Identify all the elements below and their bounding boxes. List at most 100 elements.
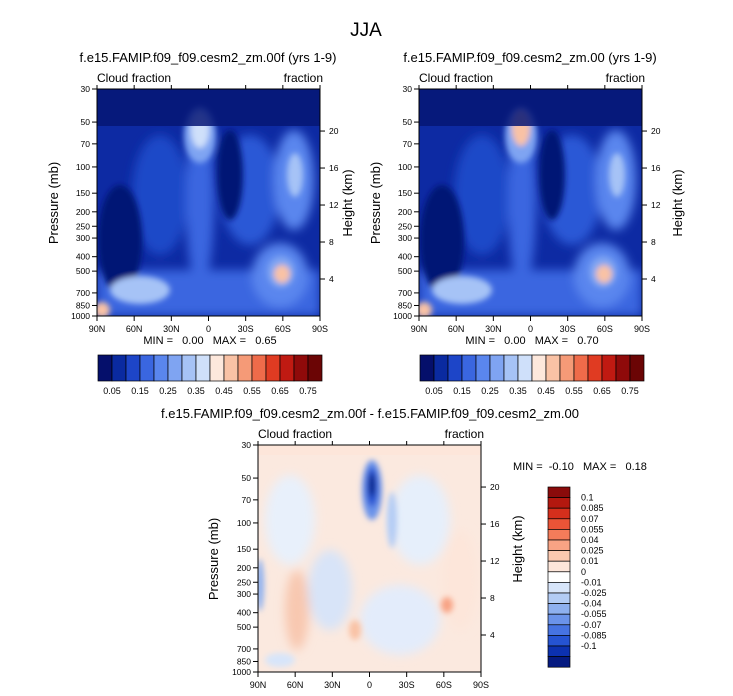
panel-c-ytick-label: 1000 bbox=[232, 667, 251, 677]
panel-a-ytick-right-label: 20 bbox=[329, 126, 339, 136]
panel-c-colorbar-label: 0.055 bbox=[581, 524, 604, 534]
panel-c-ytick-label: 50 bbox=[242, 473, 252, 483]
panel-c-colorbar-swatch bbox=[547, 645, 571, 657]
panel-a-ytick-right-label: 4 bbox=[329, 274, 334, 284]
panel-a-xtick-label: 90N bbox=[89, 324, 106, 334]
panel-a-stats: MIN = 0.00 MAX = 0.65 bbox=[143, 335, 276, 347]
panel-b-colorbar-swatch bbox=[629, 354, 645, 382]
panel-b-ytick-label: 100 bbox=[398, 162, 412, 172]
panel-c-xtick-label: 90S bbox=[473, 680, 489, 690]
panel-a-colorbar-label: 0.35 bbox=[187, 386, 205, 396]
panel-b-ytick-label: 700 bbox=[398, 288, 412, 298]
panel-a-colorbar-swatch bbox=[181, 354, 197, 382]
panel-b-xtick-label: 60S bbox=[597, 324, 613, 334]
panel-b-ytick-label: 250 bbox=[398, 221, 412, 231]
panel-a-colorbar-swatch bbox=[97, 354, 113, 382]
panel-a-ytick-label: 50 bbox=[81, 117, 91, 127]
panel-b-ytick-label: 150 bbox=[398, 188, 412, 198]
panel-b-colorbar-swatch bbox=[419, 354, 435, 382]
panel-a-colorbar-swatch bbox=[293, 354, 309, 382]
panel-c-ytick-label: 70 bbox=[242, 495, 252, 505]
panel-a-colorbar-label: 0.45 bbox=[215, 386, 233, 396]
panel-a-colorbar-swatch bbox=[251, 354, 267, 382]
panel-b-colorbar-swatch bbox=[559, 354, 575, 382]
panel-c-colorbar-swatch bbox=[547, 656, 571, 668]
panel-c-colorbar-label: 0 bbox=[581, 567, 586, 577]
panel-a-colorbar-swatch bbox=[111, 354, 127, 382]
panel-a-ytick-right-label: 12 bbox=[329, 200, 339, 210]
panel-b-colorbar-swatch bbox=[573, 354, 589, 382]
panel-b-ytick-label: 70 bbox=[403, 139, 413, 149]
panel-b-xtick-label: 90N bbox=[411, 324, 428, 334]
panel-a-ytick-label: 100 bbox=[76, 162, 90, 172]
panel-a-xtick-label: 30N bbox=[163, 324, 180, 334]
panel-a-colorbar-label: 0.75 bbox=[299, 386, 317, 396]
panel-a-left-label: Cloud fraction bbox=[97, 71, 171, 85]
panel-a-ytick-label: 850 bbox=[76, 300, 90, 310]
panel-c-colorbar-swatch bbox=[547, 582, 571, 594]
panel-b-colorbar-label: 0.75 bbox=[621, 386, 639, 396]
panel-c-colorbar-swatch bbox=[547, 560, 571, 573]
panel-b-left-label: Cloud fraction bbox=[419, 71, 493, 85]
panel-c-colorbar-label: -0.055 bbox=[581, 609, 607, 619]
panel-a-colorbar-swatch bbox=[153, 354, 169, 382]
panel-b-colorbar-swatch bbox=[475, 354, 491, 382]
panel-a-ytick-label: 250 bbox=[76, 221, 90, 231]
panel-a-title: f.e15.FAMIP.f09_f09.cesm2_zm.00f (yrs 1-… bbox=[80, 50, 337, 65]
panel-b-colorbar-label: 0.55 bbox=[565, 386, 583, 396]
panel-b-title: f.e15.FAMIP.f09_f09.cesm2_zm.00 (yrs 1-9… bbox=[403, 50, 656, 65]
panel-c-ytick-label: 200 bbox=[237, 563, 251, 573]
panel-c-colorbar-swatch bbox=[547, 613, 571, 626]
panel-c-ytick-label: 400 bbox=[237, 608, 251, 618]
panel-a-xtick-label: 90S bbox=[312, 324, 328, 334]
panel-a-xtick-label: 30S bbox=[238, 324, 254, 334]
panel-c-ytick-label: 100 bbox=[237, 518, 251, 528]
panel-c-colorbar-label: 0.1 bbox=[581, 493, 594, 503]
panel-c-colorbar-swatch bbox=[547, 550, 571, 562]
panel-a-xtick-label: 60S bbox=[275, 324, 291, 334]
panel-c-ytick-label: 150 bbox=[237, 544, 251, 554]
panel-a-xtick-label: 60N bbox=[126, 324, 143, 334]
panel-c-ytick-right-label: 20 bbox=[490, 482, 500, 492]
panel-c-colorbar-swatch bbox=[547, 497, 571, 509]
panel-c-ytick-right-label: 8 bbox=[490, 593, 495, 603]
figure-title: JJA bbox=[350, 20, 382, 41]
panel-b-colorbar-swatch bbox=[587, 354, 603, 382]
panel-a-ylabel: Pressure (mb) bbox=[46, 162, 61, 244]
panel-c-ylabel: Pressure (mb) bbox=[206, 518, 221, 600]
panel-c-stats: MIN = -0.10 MAX = 0.18 bbox=[513, 461, 647, 473]
panel-c-colorbar-label: 0.085 bbox=[581, 503, 604, 513]
panel-b-colorbar-swatch bbox=[517, 354, 533, 382]
panel-a-colorbar-label: 0.25 bbox=[159, 386, 177, 396]
panel-b-ytick-right-label: 20 bbox=[651, 126, 661, 136]
panel-c-left-label: Cloud fraction bbox=[258, 427, 332, 441]
panel-b-ylabel-right: Height (km) bbox=[670, 169, 685, 236]
panel-c-axes: 90N 60N 30N 0 30S 60S 90S100085070050040030025… bbox=[232, 440, 500, 690]
panel-c-colorbar-label: -0.07 bbox=[581, 620, 602, 630]
panel-a-ytick-right-label: 16 bbox=[329, 163, 339, 173]
panel-c: f.e15.FAMIP.f09_f09.cesm2_zm.00f - f.e15… bbox=[161, 406, 647, 690]
panel-c-ytick-label: 500 bbox=[237, 622, 251, 632]
panel-c-colorbar-swatch bbox=[547, 624, 571, 636]
panel-a-ytick-label: 300 bbox=[76, 233, 90, 243]
panel-c-xtick-label: 30S bbox=[399, 680, 415, 690]
panel-a-colorbar-swatch bbox=[139, 354, 155, 382]
panel-c-ylabel-right: Height (km) bbox=[510, 515, 525, 582]
panel-c-title: f.e15.FAMIP.f09_f09.cesm2_zm.00f - f.e15… bbox=[161, 406, 579, 421]
panel-b-colorbar-label: 0.35 bbox=[509, 386, 527, 396]
panel-a-colorbar-swatch bbox=[125, 354, 141, 382]
panel-c-ytick-right-label: 12 bbox=[490, 556, 500, 566]
panel-b-ytick-label: 850 bbox=[398, 300, 412, 310]
panel-b-colorbar-swatch bbox=[545, 354, 561, 382]
panel-b-xtick-label: 30S bbox=[560, 324, 576, 334]
panel-c-xtick-label: 0 bbox=[367, 680, 372, 690]
panel-c-colorbar-swatch bbox=[547, 539, 571, 551]
panel-b-colorbar-label: 0.45 bbox=[537, 386, 555, 396]
panel-a-axes: 90N 60N 30N 0 30S 60S 90S100085070050040030025… bbox=[71, 84, 339, 334]
panel-b-colorbar-label: 0.65 bbox=[593, 386, 611, 396]
panel-a-colorbar-label: 0.05 bbox=[103, 386, 121, 396]
panel-a-colorbar-swatch bbox=[195, 354, 211, 382]
panel-c-ytick-right-label: 16 bbox=[490, 519, 500, 529]
panel-b: f.e15.FAMIP.f09_f09.cesm2_zm.00 (yrs 1-9… bbox=[368, 50, 685, 396]
